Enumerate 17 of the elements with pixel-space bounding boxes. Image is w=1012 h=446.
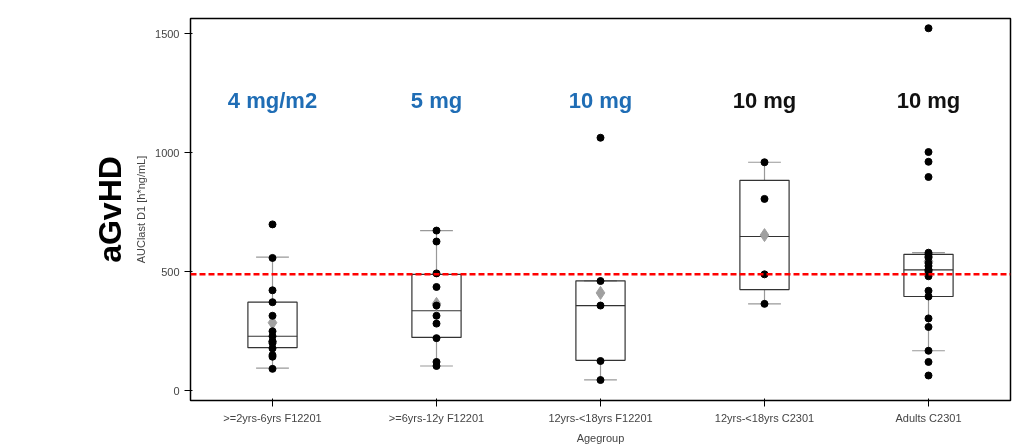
y-tick-label: 500 — [161, 265, 180, 278]
y-tick-label: 1500 — [155, 27, 180, 40]
text: aGvHD — [91, 156, 128, 263]
annotation: 10 mg — [896, 87, 961, 113]
annotation: 10 mg — [732, 87, 797, 113]
y-axis-title: AUClast D1 [h*ng/mL] — [135, 155, 148, 264]
annotation: 5 mg — [410, 87, 463, 113]
x-tick-label: 12yrs-<18yrs C2301 — [714, 411, 815, 424]
x-tick-label: >=2yrs-6yrs F12201 — [223, 411, 322, 424]
x-tick-label: >=6yrs-12y F12201 — [388, 411, 485, 424]
x-axis-title: Agegroup — [576, 431, 625, 444]
annotation: 4 mg/m2 — [227, 87, 318, 113]
annotation: 10 mg — [568, 87, 633, 113]
x-tick-label: Adults C2301 — [895, 411, 962, 424]
x-tick-label: 12yrs-<18yrs F12201 — [548, 411, 653, 424]
y-tick-label: 1000 — [155, 146, 180, 159]
y-tick-label: 0 — [173, 384, 180, 397]
